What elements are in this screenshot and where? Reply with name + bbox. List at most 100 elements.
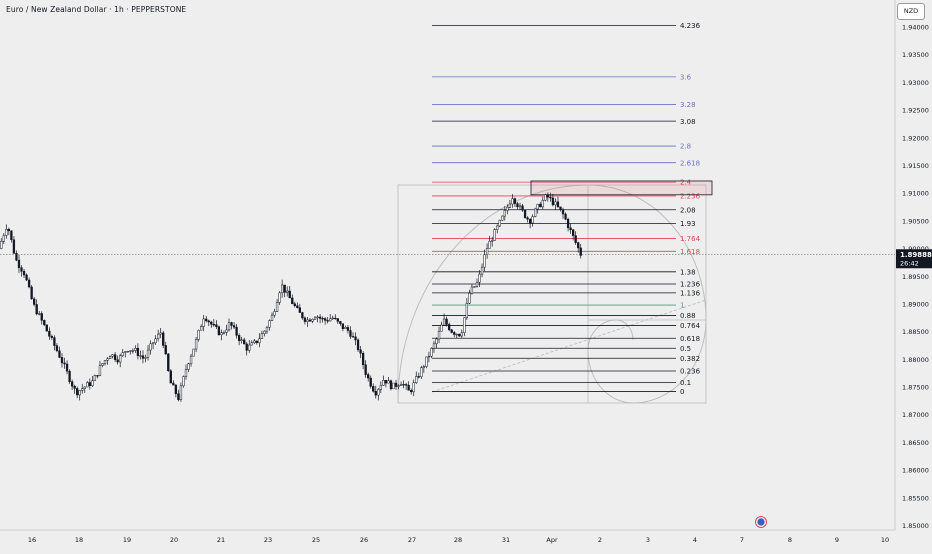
candle-body bbox=[101, 363, 104, 366]
candle-body bbox=[379, 385, 382, 390]
candle bbox=[372, 383, 375, 393]
candle-body bbox=[420, 367, 423, 378]
price-tick-label: 1.86000 bbox=[902, 467, 929, 475]
candle bbox=[86, 381, 89, 388]
candle-body bbox=[402, 384, 405, 386]
candle bbox=[536, 203, 539, 214]
candle-body bbox=[263, 330, 266, 334]
candle-body bbox=[364, 364, 367, 375]
candle-body bbox=[308, 319, 312, 322]
candle bbox=[197, 329, 200, 342]
candle bbox=[551, 193, 555, 207]
candle bbox=[27, 277, 31, 289]
time-tick-label: 26 bbox=[360, 536, 368, 544]
candle-body bbox=[232, 325, 236, 328]
candle-body bbox=[425, 356, 428, 367]
candle-body bbox=[382, 380, 385, 386]
candle bbox=[0, 238, 3, 250]
candle bbox=[293, 301, 296, 308]
price-tick-label: 1.87500 bbox=[902, 384, 929, 392]
candle bbox=[7, 227, 11, 236]
candle-body bbox=[141, 355, 145, 359]
candle-body bbox=[172, 382, 175, 386]
candle bbox=[154, 335, 157, 345]
candle-body bbox=[78, 390, 81, 396]
candle-body bbox=[91, 380, 94, 387]
candle-body bbox=[250, 342, 253, 346]
candle bbox=[245, 341, 248, 356]
candle-body bbox=[377, 389, 380, 396]
candle-body bbox=[478, 273, 481, 283]
candle-body bbox=[556, 201, 560, 208]
fib-level-label: 0.88 bbox=[680, 312, 696, 320]
candle bbox=[303, 316, 307, 325]
candle bbox=[546, 192, 549, 202]
candle-body bbox=[217, 326, 221, 336]
candle-body bbox=[291, 297, 294, 305]
candle bbox=[237, 333, 241, 346]
time-tick-label: Apr bbox=[546, 536, 558, 544]
candle bbox=[194, 336, 198, 353]
candle bbox=[248, 339, 251, 353]
candle-body bbox=[453, 332, 456, 335]
candle bbox=[167, 353, 170, 372]
candle-body bbox=[154, 338, 157, 343]
candle-body bbox=[374, 390, 377, 396]
candle-body bbox=[273, 311, 276, 316]
candle-body bbox=[534, 208, 537, 217]
candle bbox=[38, 310, 41, 316]
fib-level-label: 0.764 bbox=[680, 322, 701, 330]
candle-body bbox=[518, 205, 522, 208]
candle bbox=[511, 194, 514, 208]
candle bbox=[392, 382, 395, 390]
candle bbox=[227, 318, 231, 332]
fib-level-label: 4.236 bbox=[680, 22, 701, 30]
price-tick-label: 1.91000 bbox=[902, 190, 929, 198]
candle bbox=[12, 236, 16, 255]
candle bbox=[356, 338, 360, 352]
candle bbox=[308, 318, 312, 322]
candle bbox=[367, 372, 370, 382]
currency-button[interactable]: NZD bbox=[897, 3, 925, 20]
candle-body bbox=[417, 376, 420, 378]
candle-body bbox=[372, 386, 375, 392]
candle bbox=[470, 284, 474, 295]
event-marker-dot[interactable] bbox=[757, 518, 765, 526]
candle-body bbox=[220, 332, 223, 336]
candle bbox=[410, 388, 413, 395]
candle-body bbox=[182, 376, 185, 387]
candle-body bbox=[88, 382, 91, 387]
candle-body bbox=[258, 338, 261, 343]
candle-body bbox=[399, 384, 403, 386]
candle-body bbox=[465, 302, 469, 318]
candle bbox=[298, 303, 302, 313]
candle-body bbox=[427, 355, 431, 358]
time-tick-label: 28 bbox=[454, 536, 462, 544]
candle bbox=[448, 322, 451, 332]
candle bbox=[65, 360, 69, 375]
candle-body bbox=[12, 239, 16, 254]
candle-body bbox=[2, 235, 5, 242]
candle bbox=[516, 201, 519, 210]
candle-body bbox=[493, 229, 496, 241]
fib-level-label: 2.8 bbox=[680, 143, 691, 151]
candle-body bbox=[331, 317, 334, 320]
candle bbox=[121, 348, 124, 358]
candle bbox=[460, 329, 463, 338]
candle-body bbox=[473, 286, 476, 288]
candle bbox=[442, 313, 446, 326]
price-tick-label: 1.90500 bbox=[902, 217, 929, 225]
candle bbox=[404, 382, 408, 391]
candle bbox=[483, 249, 486, 272]
candle bbox=[498, 219, 501, 228]
candle bbox=[275, 298, 279, 313]
candle bbox=[387, 377, 390, 384]
candle bbox=[334, 314, 337, 320]
candle-body bbox=[83, 386, 86, 389]
event-marker-icon[interactable] bbox=[755, 516, 767, 528]
candle bbox=[430, 347, 433, 359]
candle-body bbox=[50, 336, 54, 338]
candle-body bbox=[369, 377, 372, 387]
